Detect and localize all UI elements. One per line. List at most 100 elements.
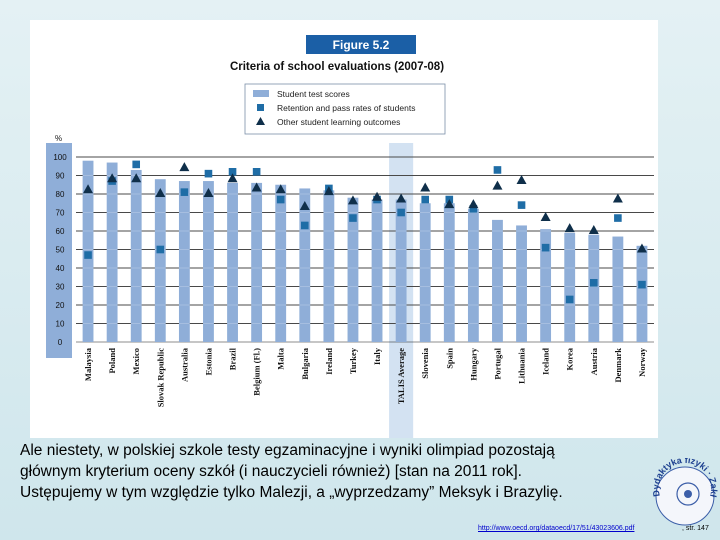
bar	[347, 197, 359, 342]
bar	[564, 232, 576, 342]
outcome-marker	[347, 195, 358, 205]
retention-marker	[228, 168, 237, 176]
y-tick-label: 70	[56, 209, 65, 218]
outcome-marker	[323, 186, 334, 196]
bar	[154, 179, 166, 342]
source-link[interactable]: http://www.oecd.org/dataoecd/17/51/43023…	[478, 525, 635, 532]
bar	[130, 169, 142, 342]
retention-marker	[541, 243, 550, 252]
dydaktyka-seal-logo: Dydaktyka fizyki · Zakład	[652, 458, 718, 526]
bar	[492, 219, 503, 342]
legend-box	[244, 83, 446, 135]
outcome-marker	[372, 191, 383, 201]
x-tick-label: Poland	[107, 348, 117, 374]
bar	[612, 236, 624, 342]
y-tick-label: 80	[56, 190, 65, 199]
retention-marker	[252, 168, 261, 176]
y-axis-band	[46, 143, 72, 358]
outcome-marker	[564, 223, 575, 233]
x-tick-label: TALIS Average	[396, 348, 406, 404]
legend-swatch-square	[257, 104, 264, 111]
bar	[467, 208, 479, 342]
plot-area: 0 10 20 30 40 50 60 70 80 90 100% Malaysia Poland Mex…	[46, 134, 654, 438]
retention-marker	[589, 279, 598, 287]
retention-marker	[204, 169, 213, 178]
x-tick-label: Slovenia	[420, 347, 430, 378]
y-tick-label: 10	[56, 320, 65, 329]
bar	[323, 190, 335, 342]
bar	[227, 182, 238, 342]
retention-marker	[469, 205, 478, 213]
retention-marker	[493, 166, 502, 174]
bar	[443, 203, 455, 342]
caption-line-2: głównym kryterium oceny szkół (i nauczyc…	[20, 463, 522, 480]
seal-emblem-icon	[676, 482, 700, 506]
x-tick-label: Malta	[276, 347, 286, 369]
x-tick-label: Australia	[179, 347, 189, 382]
x-tick-label: Estonia	[203, 347, 213, 375]
caption-text: Ale niestety, w polskiej szkole testy eg…	[20, 440, 660, 503]
chart-title: Criteria of school evaluations (2007-08)	[230, 61, 444, 73]
bar	[275, 184, 287, 342]
bar	[516, 225, 527, 342]
y-tick-label: 90	[56, 172, 65, 181]
x-tick-label: Turkey	[348, 347, 358, 374]
caption-line-3: Ustępujemy w tym względzie tylko Malezji…	[20, 484, 563, 501]
outcome-marker	[203, 188, 214, 197]
retention-marker	[180, 188, 189, 196]
legend-swatch-bar	[253, 90, 269, 97]
x-tick-label: Norway	[637, 347, 647, 377]
legend: Student test scores Retention and pass ra…	[244, 83, 446, 135]
outcome-marker	[275, 184, 286, 194]
x-tick-label: Denmark	[613, 348, 623, 383]
retention-marker	[84, 251, 92, 259]
x-tick-label: Bulgaria	[300, 347, 310, 379]
bar	[588, 234, 600, 342]
y-tick-label: 0	[58, 338, 63, 347]
outcome-marker	[516, 175, 527, 185]
source-page: , str. 147	[682, 525, 709, 532]
outcome-marker	[299, 200, 310, 210]
legend-label: Retention and pass rates of students	[277, 103, 415, 113]
y-tick-label: 20	[56, 301, 65, 310]
outcome-marker	[83, 184, 94, 194]
figure-badge-text: Figure 5.2	[333, 38, 390, 52]
outcome-marker	[396, 193, 407, 203]
retention-marker	[300, 221, 309, 230]
slide-panel: Figure 5.2 Criteria of school evaluation…	[30, 20, 658, 438]
outcome-marker	[107, 173, 118, 183]
y-tick-label: 40	[56, 264, 65, 273]
bar	[251, 182, 263, 342]
outcome-marker	[588, 225, 599, 234]
retention-marker	[517, 201, 526, 209]
retention-marker	[614, 214, 622, 222]
y-tick-label: 30	[56, 283, 65, 292]
x-tick-label: Spain	[444, 348, 454, 369]
criteria-bar-chart: Figure 5.2 Criteria of school evaluation…	[46, 35, 654, 438]
retention-marker	[421, 195, 430, 204]
x-tick-label: Hungary	[468, 347, 478, 380]
bar	[371, 199, 383, 342]
legend-label: Student test scores	[277, 89, 350, 99]
outcome-marker	[227, 173, 238, 183]
outcome-marker	[155, 188, 166, 197]
outcome-marker	[468, 199, 479, 209]
bar	[203, 181, 214, 342]
x-tick-label: Mexico	[131, 348, 141, 374]
retention-marker	[397, 208, 405, 217]
figure-badge	[306, 35, 416, 54]
outcome-marker	[251, 182, 262, 192]
x-tick-label: Lithuania	[517, 347, 527, 384]
retention-marker	[132, 160, 141, 169]
x-tick-label: Korea	[565, 347, 575, 370]
x-tick-label: Ireland	[324, 348, 334, 375]
y-tick-label: 50	[56, 246, 65, 255]
bar	[636, 245, 648, 342]
bar	[106, 162, 118, 342]
bar	[178, 181, 190, 342]
retention-marker	[156, 245, 165, 254]
outcome-marker	[420, 182, 431, 192]
x-tick-label: Belgium (Fl.)	[252, 348, 262, 396]
x-tick-label: Slovak Republic	[155, 348, 165, 408]
legend-label: Other student learning outcomes	[277, 117, 400, 127]
